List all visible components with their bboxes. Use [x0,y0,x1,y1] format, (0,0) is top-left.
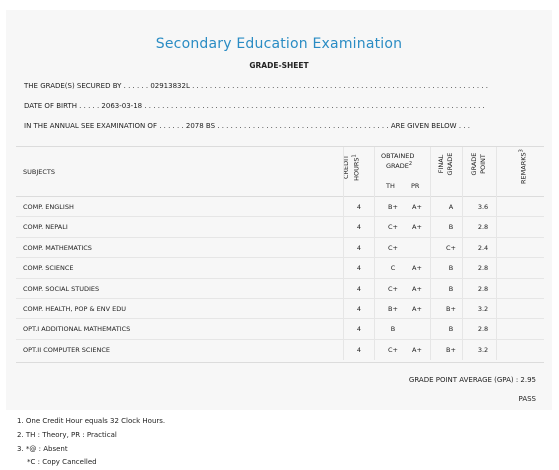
credit-hours-cell: 4 [356,264,362,273]
credit-hours-cell: 4 [356,304,362,313]
table-row: COMP. NEPALI 4 C+ A+ B 2.8 [16,217,544,238]
grade-point-cell: 3.2 [477,304,489,313]
header-remarks: REMARKS3 [518,149,528,184]
theory-grade-cell: C+ [388,284,398,293]
table-row: COMP. MATHEMATICS 4 C+ C+ 2.4 [16,238,544,259]
credit-hours-cell: 4 [356,203,362,211]
header-point: POINT [479,154,487,174]
header-grade: GRADE [470,152,478,176]
header-th: TH [386,182,395,190]
column-separator [496,147,497,360]
column-separator [374,147,375,360]
table-row: COMP. SOCIAL STUDIES 4 C+ A+ B 2.8 [16,279,544,299]
grade-point-cell: 3.6 [477,203,489,211]
final-grade-cell: B [448,284,454,293]
grade-point-cell: 2.8 [477,223,489,232]
result-status: PASS [518,395,536,403]
credit-hours-cell: 4 [356,345,362,354]
subject-cell: COMP. MATHEMATICS [23,243,92,252]
theory-grade-cell: C+ [388,243,398,252]
info-date-of-birth: DATE OF BIRTH . . . . . 2063-03-18 . . .… [24,102,485,110]
header-credit-hours-b: HOURS1 [351,154,361,181]
final-grade-cell: C+ [446,243,456,252]
grade-point-cell: 2.8 [477,264,489,273]
subject-cell: COMP. ENGLISH [23,203,74,211]
credit-hours-cell: 4 [356,243,362,252]
practical-grade-cell: A+ [412,223,422,232]
theory-grade-cell: C+ [388,345,398,354]
footnote-theory-practical: 2. TH : Theory, PR : Practical [17,431,117,439]
header-subjects: SUBJECTS [23,168,56,176]
subject-cell: OPT.II COMPUTER SCIENCE [23,345,110,354]
practical-grade-cell: A+ [412,345,422,354]
theory-grade-cell: B+ [388,203,398,211]
practical-grade-cell: A+ [412,264,422,273]
final-grade-cell: B [448,223,454,232]
table-row: COMP. SCIENCE 4 C A+ B 2.8 [16,258,544,279]
header-bottom-divider [16,196,544,197]
exam-title: Secondary Education Examination [155,36,403,52]
grade-point-cell: 2.8 [477,325,489,334]
final-grade-cell: A [448,203,454,211]
footnote-copy-cancelled: *C : Copy Cancelled [27,458,97,466]
grade-point-cell: 3.2 [477,345,489,354]
gpa-summary: GRADE POINT AVERAGE (GPA) : 2.95 [408,376,536,384]
practical-grade-cell: A+ [412,284,422,293]
grade-point-cell: 2.4 [477,243,489,252]
info-secured-by: THE GRADE(S) SECURED BY . . . . . . 0291… [24,82,489,90]
subject-cell: COMP. HEALTH, POP & ENV EDU [23,304,126,313]
table-row: OPT.II COMPUTER SCIENCE 4 C+ A+ B+ 3.2 [16,340,544,360]
subject-cell: COMP. SCIENCE [23,264,74,273]
table-row: COMP. ENGLISH 4 B+ A+ A 3.6 [16,197,544,218]
header-obtained-grade: GRADE2 [386,161,413,171]
credit-hours-cell: 4 [356,223,362,232]
table-row: COMP. HEALTH, POP & ENV EDU 4 B+ A+ B+ 3.2 [16,299,544,320]
table-bottom-divider [16,362,544,363]
final-grade-cell: B [448,264,454,273]
grade-table-body: COMP. ENGLISH 4 B+ A+ A 3.6 COMP. NEPALI 4 C+ A+ B… [16,197,544,360]
header-obtained: OBTAINED [381,152,415,160]
credit-hours-cell: 4 [356,284,362,293]
practical-grade-cell: A+ [412,304,422,313]
theory-grade-cell: B+ [388,304,398,313]
header-pr: PR [411,182,420,190]
header-final-grade: GRADE [446,152,454,176]
final-grade-cell: B [448,325,454,334]
grade-sheet: Secondary Education Examination GRADE-SH… [6,10,552,410]
subject-cell: OPT.I ADDITIONAL MATHEMATICS [23,325,131,334]
footnote-absent: 3. *@ : Absent [17,445,68,453]
subject-cell: COMP. SOCIAL STUDIES [23,284,100,293]
final-grade-cell: B+ [446,304,456,313]
theory-grade-cell: C+ [388,223,398,232]
column-separator [343,147,344,360]
info-examination: IN THE ANNUAL SEE EXAMINATION OF . . . .… [24,122,470,130]
theory-grade-cell: C [390,264,396,273]
header-final: FINAL [437,154,445,174]
sheet-subtitle: GRADE-SHEET [249,61,309,70]
column-separator [462,147,463,360]
credit-hours-cell: 4 [356,325,362,334]
table-row: OPT.I ADDITIONAL MATHEMATICS 4 B B 2.8 [16,319,544,340]
column-separator [430,147,431,360]
theory-grade-cell: B [390,325,396,334]
practical-grade-cell: A+ [412,203,422,211]
footnote-credit-hours: 1. One Credit Hour equals 32 Clock Hours… [17,417,166,425]
grade-point-cell: 2.8 [477,284,489,293]
subject-cell: COMP. NEPALI [23,223,68,232]
final-grade-cell: B+ [446,345,456,354]
header-top-divider [16,146,544,147]
